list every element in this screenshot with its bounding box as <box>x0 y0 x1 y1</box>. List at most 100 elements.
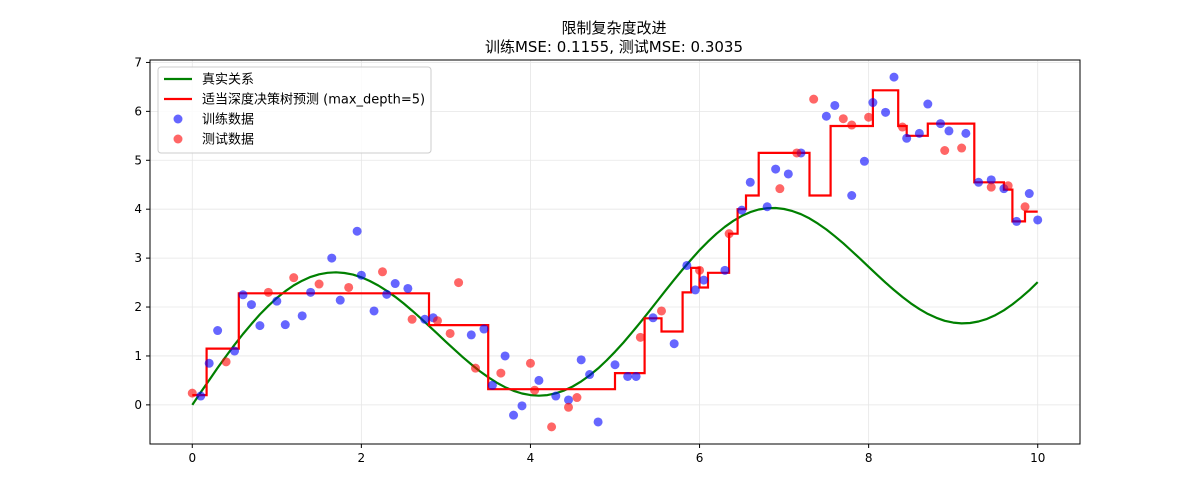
train-point <box>420 314 430 324</box>
train-point <box>204 358 214 368</box>
train-point <box>272 296 282 306</box>
y-tick-label: 2 <box>134 300 142 314</box>
test-point <box>525 358 535 368</box>
train-point <box>479 324 489 334</box>
train-point <box>669 339 679 349</box>
test-point <box>445 328 455 338</box>
train-point <box>230 346 240 356</box>
train-point <box>466 330 476 340</box>
x-tick-label: 2 <box>358 451 366 465</box>
train-point <box>255 321 265 331</box>
test-point <box>221 357 231 367</box>
train-point <box>771 164 781 174</box>
train-point <box>737 205 747 215</box>
train-point <box>699 275 709 285</box>
train-point <box>936 119 945 129</box>
train-point <box>1024 189 1034 199</box>
train-point <box>623 371 633 381</box>
train-point <box>403 283 413 293</box>
train-point <box>246 300 256 310</box>
train-point <box>902 133 912 143</box>
axis-layer: 0 2 4 6 8 10 0 1 2 3 4 5 6 7 <box>134 55 1045 465</box>
train-point <box>534 375 544 385</box>
train-point <box>238 290 248 300</box>
test-point <box>940 145 950 155</box>
train-point <box>944 126 954 136</box>
test-point <box>314 279 324 289</box>
train-point <box>487 380 497 390</box>
test-point <box>957 143 967 153</box>
test-point <box>724 229 734 239</box>
train-point <box>382 289 392 299</box>
train-point <box>585 370 595 380</box>
train-point <box>509 410 519 420</box>
test-point <box>775 184 785 194</box>
test-point <box>809 94 819 104</box>
test-point <box>344 282 354 292</box>
train-point <box>745 177 755 187</box>
test-point <box>187 388 197 398</box>
legend-label: 真实关系 <box>202 73 254 88</box>
legend-label: 测试数据 <box>202 133 254 148</box>
train-point <box>551 391 561 401</box>
legend-box <box>157 66 432 154</box>
train-point <box>390 279 400 289</box>
train-point <box>576 355 586 365</box>
legend-label: 训练数据 <box>202 113 254 128</box>
train-point <box>821 111 831 121</box>
train-point <box>327 253 337 263</box>
train-point <box>352 226 362 236</box>
train-point <box>335 295 345 305</box>
test-point <box>289 273 299 283</box>
test-point <box>572 393 582 403</box>
train-point <box>1012 216 1022 226</box>
train-point <box>196 391 206 401</box>
test-point <box>986 182 996 192</box>
train-point <box>881 107 891 117</box>
test-point <box>378 267 387 277</box>
y-tick-label: 5 <box>134 153 142 167</box>
grid-layer <box>150 60 1080 444</box>
legend-label: 适当深度决策树预测 (max_depth=5) <box>202 92 425 108</box>
train-point <box>564 395 573 405</box>
train-point <box>720 265 730 275</box>
train-point <box>648 313 658 323</box>
train-point <box>1033 215 1043 225</box>
train-point <box>923 99 933 109</box>
train-point <box>889 72 899 82</box>
test-point <box>454 278 464 288</box>
test-point <box>530 385 540 395</box>
train-point <box>356 270 366 280</box>
train-point <box>369 306 379 316</box>
train-point <box>682 260 692 270</box>
train-point <box>631 371 641 381</box>
test-point <box>635 332 645 342</box>
test-point <box>496 368 506 378</box>
y-tick-label: 6 <box>134 104 142 118</box>
train-point <box>213 326 223 336</box>
train-point <box>830 100 840 110</box>
test-point <box>564 402 573 412</box>
test-point <box>792 148 802 158</box>
train-point <box>517 401 527 411</box>
legend-marker-train <box>173 114 183 124</box>
train-point <box>986 175 996 185</box>
chart-title: 限制复杂度改进 <box>561 19 666 37</box>
test-point <box>432 316 442 326</box>
test-point <box>864 112 874 122</box>
test-point <box>847 120 857 130</box>
plot-frame <box>149 59 1081 445</box>
train-point <box>690 285 700 295</box>
train-point <box>783 169 793 179</box>
y-tick-label: 3 <box>134 251 142 265</box>
test-point <box>263 287 273 297</box>
plot-layer <box>187 72 1043 432</box>
test-point <box>897 122 907 132</box>
test-point <box>547 422 557 432</box>
test-point <box>407 314 417 324</box>
x-tick-label: 6 <box>696 451 704 465</box>
x-tick-label: 10 <box>1030 451 1045 465</box>
